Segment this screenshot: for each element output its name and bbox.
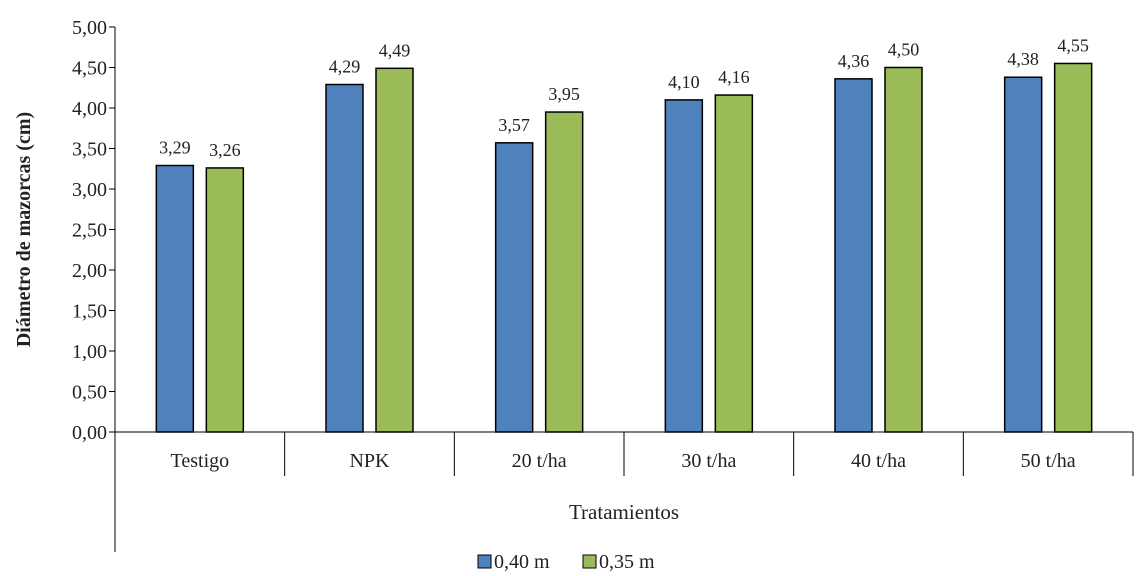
data-label: 3,29 [159, 138, 191, 158]
y-tick-label: 5,00 [72, 17, 107, 39]
bar [664, 99, 704, 433]
data-label: 4,29 [329, 57, 361, 77]
bar [834, 78, 873, 433]
bar [494, 142, 534, 433]
y-tick-label: 2,50 [72, 220, 107, 242]
y-tick-label: 0,50 [72, 382, 107, 404]
x-category-label: 20 t/ha [512, 450, 567, 472]
x-axis-title: Tratamientos [569, 500, 679, 524]
bar [325, 83, 364, 433]
y-axis-title: Diámetro de mazorcas (cm) [13, 112, 35, 347]
y-tick-label: 4,50 [72, 58, 107, 80]
bar [714, 94, 754, 433]
legend-swatch [582, 554, 597, 569]
data-label: 3,57 [498, 115, 530, 135]
y-tick-label: 3,50 [72, 139, 107, 161]
bar [375, 67, 414, 433]
bars: 3,29 4,29 3,57 4,10 4,36 4,38 3,26 4,49 3,95 4,16… [155, 35, 1093, 433]
legend-label: 0,35 m [599, 551, 655, 573]
data-label: 4,38 [1007, 49, 1039, 69]
legend-swatch [477, 554, 492, 569]
y-tick-label: 1,00 [72, 341, 107, 363]
x-category-label: NPK [349, 450, 390, 472]
x-category-label: 30 t/ha [681, 450, 736, 472]
x-category-label: Testigo [171, 450, 230, 472]
bar [155, 164, 195, 433]
data-label: 4,36 [838, 51, 870, 71]
y-tick-label: 1,50 [72, 301, 107, 323]
data-label: 4,55 [1057, 35, 1089, 55]
bar [884, 66, 923, 433]
y-tick-label: 0,00 [72, 422, 107, 444]
data-label: 4,50 [888, 40, 920, 60]
data-label: 3,26 [209, 140, 241, 160]
y-tick-label: 4,00 [72, 98, 107, 120]
legend: 0,40 m 0,35 m [477, 551, 655, 573]
bar [1053, 62, 1093, 433]
data-label: 4,16 [718, 67, 750, 87]
data-label: 3,95 [548, 84, 580, 104]
y-tick-label: 3,00 [72, 179, 107, 201]
legend-label: 0,40 m [494, 551, 550, 573]
y-axis: 0,00 0,50 1,00 1,50 2,00 2,50 3,00 3,50 4,00 4,50… [72, 17, 116, 552]
data-label: 4,49 [379, 40, 411, 60]
bar [544, 111, 584, 433]
bar [1003, 76, 1043, 433]
bar [205, 167, 245, 433]
x-category-label: 40 t/ha [851, 450, 906, 472]
x-category-label: 50 t/ha [1021, 450, 1076, 472]
y-tick-label: 2,00 [72, 260, 107, 282]
data-label: 4,10 [668, 72, 700, 92]
x-axis: Testigo NPK 20 t/ha 30 t/ha 40 t/ha 50 t/ha [115, 431, 1134, 476]
